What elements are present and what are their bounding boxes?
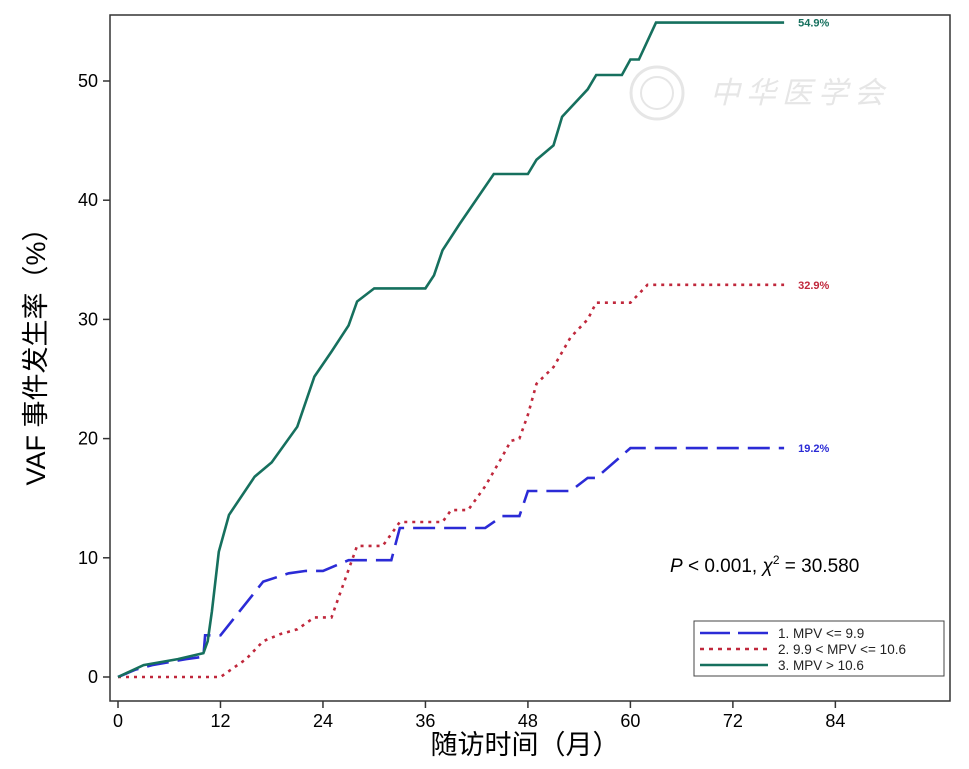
series-line-3 — [117, 21, 785, 679]
y-tick-label: 20 — [78, 429, 98, 449]
end-label-1: 19.2% — [798, 443, 829, 455]
series-line-1 — [117, 446, 785, 679]
end-label-3: 54.9% — [798, 18, 829, 30]
stats-annotation: P < 0.001, χ2 = 30.580 — [670, 553, 859, 577]
x-axis-label: 随访时间（月） — [431, 730, 620, 760]
y-tick-label: 40 — [78, 190, 98, 210]
legend-box — [693, 620, 945, 677]
legend-label-2: 2. 9.9 < MPV <= 10.6 — [778, 642, 906, 657]
svg-text:中华医学会: 中华医学会 — [710, 76, 890, 111]
plot-frame — [109, 14, 951, 702]
x-tick-label: 60 — [620, 711, 640, 731]
legend-label-3: 3. MPV > 10.6 — [778, 658, 864, 673]
x-tick-label: 36 — [415, 711, 435, 731]
x-tick-label: 72 — [723, 711, 743, 731]
x-tick-label: 24 — [313, 711, 333, 731]
series-line-2 — [118, 283, 785, 679]
y-tick-label: 0 — [88, 667, 98, 687]
y-tick-label: 50 — [78, 71, 98, 91]
watermark-logo: 中华医学会 — [629, 65, 890, 121]
y-axis-label: VAF 事件发生率（%） — [21, 214, 51, 485]
x-tick-label: 0 — [113, 711, 123, 731]
x-tick-label: 48 — [518, 711, 538, 731]
x-tick-label: 84 — [825, 711, 845, 731]
y-tick-label: 30 — [78, 309, 98, 329]
y-tick-label: 10 — [78, 548, 98, 568]
end-label-2: 32.9% — [798, 280, 829, 292]
legend-label-1: 1. MPV <= 9.9 — [778, 626, 864, 641]
x-tick-label: 12 — [210, 711, 230, 731]
legend: 1. MPV <= 9.92. 9.9 < MPV <= 10.63. MPV … — [693, 620, 945, 677]
